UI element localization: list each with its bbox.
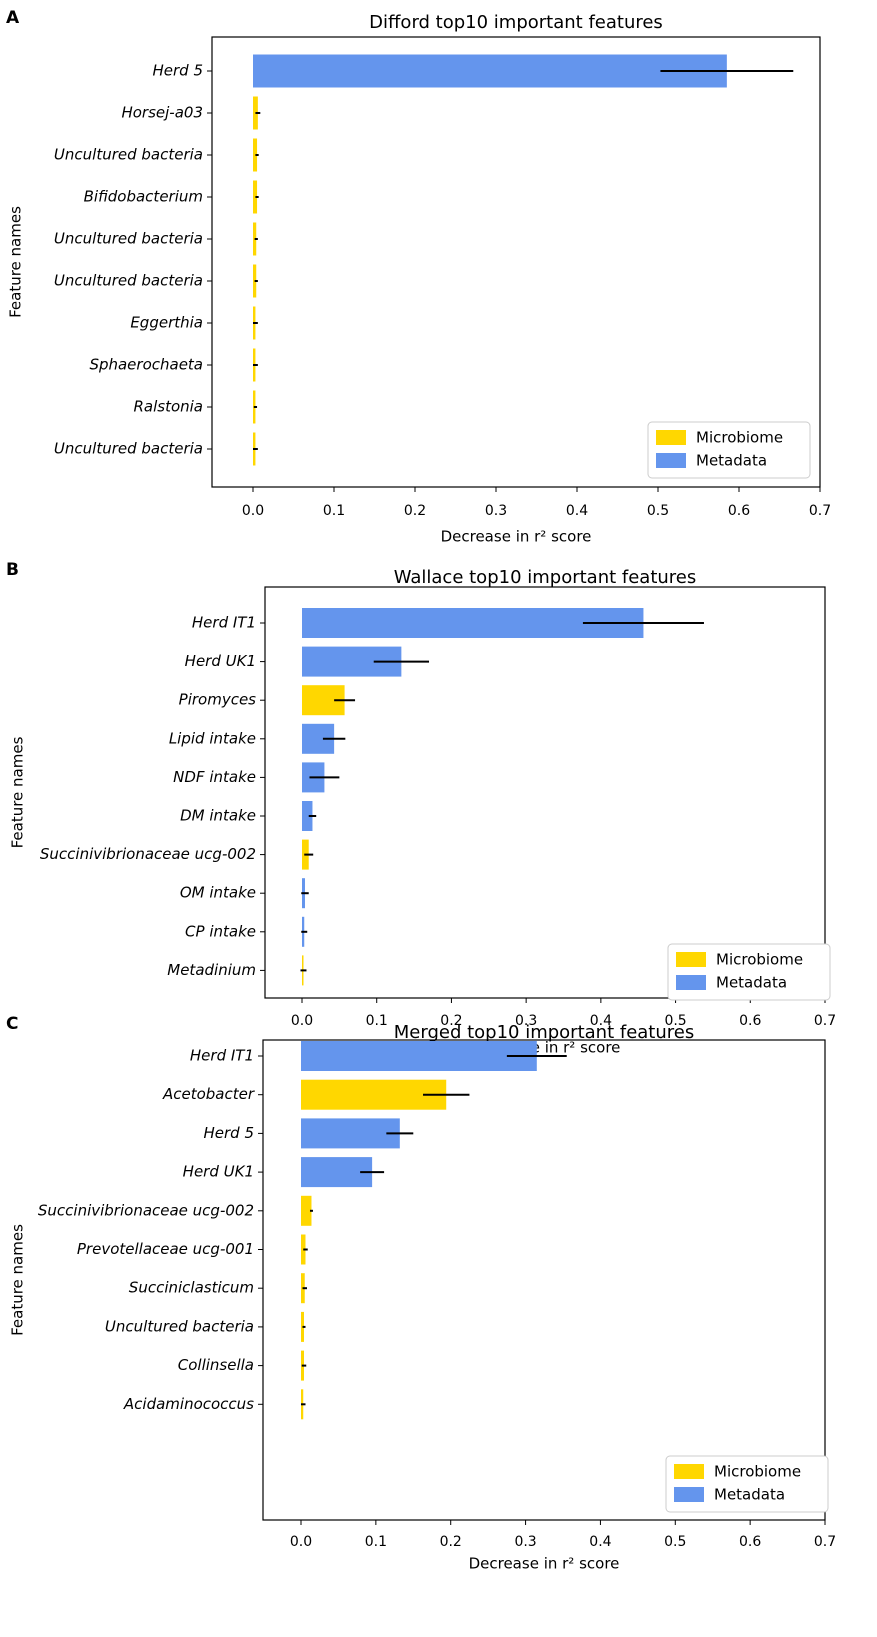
category-label: Succiniclasticum	[129, 1279, 254, 1297]
x-tick-label: 0.7	[814, 1534, 836, 1550]
legend-label-metadata: Metadata	[714, 1486, 785, 1504]
x-tick-label: 0.3	[515, 1013, 537, 1029]
chart-title: Difford top10 important features	[369, 12, 663, 33]
bar-1	[253, 54, 727, 88]
category-label: Prevotellaceae ucg-001	[77, 1240, 254, 1258]
legend-label-metadata: Metadata	[696, 452, 767, 470]
x-tick-label: 0.1	[323, 503, 345, 519]
category-label: Sphaerochaeta	[89, 356, 203, 374]
category-label: Herd 5	[203, 1124, 254, 1142]
legend-label-microbiome: Microbiome	[696, 429, 783, 447]
bar-1	[301, 1041, 537, 1071]
legend-box	[665, 1455, 829, 1513]
x-tick-label: 0.0	[290, 1534, 312, 1550]
panel-letter: C	[6, 1014, 18, 1034]
category-label: Herd 5	[152, 62, 203, 80]
x-axis-label: Decrease in r² score	[469, 1555, 620, 1573]
category-label: Collinsella	[178, 1356, 254, 1374]
category-label: OM intake	[180, 884, 256, 902]
x-tick-label: 0.2	[404, 503, 426, 519]
chart-title: Wallace top10 important features	[394, 567, 697, 588]
category-label: Herd UK1	[185, 652, 256, 670]
category-label: Ralstonia	[133, 398, 203, 416]
x-tick-label: 0.0	[242, 503, 264, 519]
bar-5	[301, 1195, 312, 1226]
category-label: NDF intake	[173, 768, 256, 786]
x-tick-label: 0.2	[440, 1534, 462, 1550]
x-axis-label: Decrease in r² score	[441, 528, 592, 546]
category-label: Metadinium	[167, 961, 256, 979]
chart-panel-c: C Merged top10 important features Herd IT1…	[6, 1014, 836, 1573]
plot-frame	[262, 1039, 826, 1521]
x-tick-label: 0.5	[647, 503, 669, 519]
chart-title: Merged top10 important features	[394, 1022, 694, 1043]
legend: Microbiome Metadata	[647, 421, 811, 479]
category-label: Herd UK1	[183, 1163, 254, 1181]
legend-box	[647, 421, 811, 479]
panel-letter: A	[6, 8, 20, 28]
x-tick-label: 0.4	[566, 503, 588, 519]
plot-frame	[264, 586, 826, 999]
legend-swatch-metadata	[674, 1487, 704, 1502]
bar-3	[253, 138, 258, 172]
x-tick-label: 0.6	[739, 1013, 761, 1029]
bar-6	[302, 801, 313, 831]
plot-frame	[211, 36, 821, 488]
legend-label-microbiome: Microbiome	[716, 951, 803, 969]
legend: Microbiome Metadata	[665, 1455, 829, 1513]
category-label: Herd IT1	[192, 614, 256, 632]
chart-panel-a: A Difford top10 important features Herd 5 H…	[6, 8, 831, 546]
x-tick-label: 0.5	[664, 1534, 686, 1550]
bar-4	[253, 180, 258, 214]
category-label: Bifidobacterium	[84, 188, 203, 206]
legend: Microbiome Metadata	[667, 943, 831, 1001]
category-label: Horsej-a03	[121, 104, 203, 122]
x-tick-label: 0.3	[485, 503, 507, 519]
x-tick-label: 0.7	[809, 503, 831, 519]
bar-3	[301, 1118, 400, 1149]
category-label: DM intake	[180, 807, 256, 825]
x-tick-label: 0.6	[739, 1534, 761, 1550]
x-tick-label: 0.7	[814, 1013, 836, 1029]
x-tick-label: 0.2	[440, 1013, 462, 1029]
x-tick-label: 0.4	[589, 1534, 611, 1550]
x-tick-label: 0.5	[664, 1013, 686, 1029]
y-axis-label: Feature names	[7, 206, 25, 318]
category-label: Eggerthia	[130, 314, 203, 332]
category-label: Uncultured bacteria	[54, 440, 203, 458]
legend-label-metadata: Metadata	[716, 974, 787, 992]
y-axis-label: Feature names	[9, 736, 27, 848]
legend-swatch-metadata	[676, 975, 706, 990]
category-label: Piromyces	[179, 691, 257, 709]
legend-swatch-metadata	[656, 453, 686, 468]
category-label: Succinivibrionaceae ucg-002	[38, 1201, 254, 1219]
category-label: Acidaminococcus	[123, 1395, 254, 1413]
category-label: Succinivibrionaceae ucg-002	[40, 845, 256, 863]
category-label: CP intake	[185, 922, 256, 940]
legend-swatch-microbiome	[656, 430, 686, 445]
panel-letter: B	[6, 560, 19, 580]
x-tick-label: 0.1	[366, 1013, 388, 1029]
category-label: Uncultured bacteria	[54, 230, 203, 248]
legend-label-microbiome: Microbiome	[714, 1463, 801, 1481]
legend-swatch-microbiome	[674, 1464, 704, 1479]
x-tick-label: 0.4	[590, 1013, 612, 1029]
bar-2	[301, 1079, 447, 1110]
chart-panel-b: B Wallace top10 important features Herd IT…	[6, 560, 836, 1057]
category-label: Herd IT1	[190, 1047, 254, 1065]
category-label: Lipid intake	[169, 729, 256, 747]
category-label: Uncultured bacteria	[54, 272, 203, 290]
x-tick-label: 0.6	[728, 503, 750, 519]
category-label: Acetobacter	[162, 1085, 255, 1103]
x-tick-label: 0.0	[291, 1013, 313, 1029]
category-label: Uncultured bacteria	[105, 1317, 254, 1335]
legend-swatch-microbiome	[676, 952, 706, 967]
x-tick-label: 0.3	[514, 1534, 536, 1550]
category-label: Uncultured bacteria	[54, 146, 203, 164]
legend-box	[667, 943, 831, 1001]
x-tick-label: 0.1	[365, 1534, 387, 1550]
y-axis-label: Feature names	[9, 1224, 27, 1336]
